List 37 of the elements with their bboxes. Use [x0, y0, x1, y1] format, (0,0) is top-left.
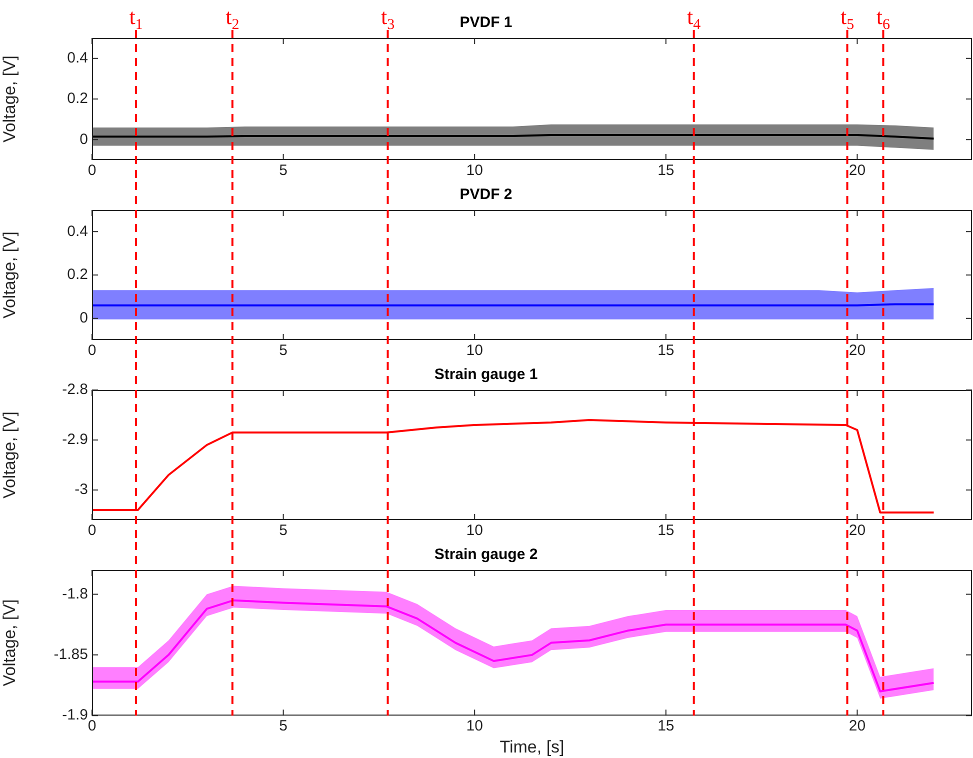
x-tick-label: 20 — [848, 162, 866, 180]
x-tick-label: 20 — [848, 718, 866, 735]
x-tick-label: 15 — [658, 522, 674, 540]
x-tick-label: 5 — [279, 718, 288, 735]
x-tick-label: 10 — [466, 522, 483, 540]
y-tick-label: -2.8 — [62, 381, 88, 398]
x-tick-label: 10 — [466, 718, 483, 735]
y-axis-title: Voltage, [V] — [0, 599, 19, 686]
x-tick-label: 20 — [848, 342, 866, 360]
y-tick-label: 0.2 — [67, 90, 88, 108]
y-axis-title: Voltage, [V] — [0, 232, 19, 318]
x-tick-label: 15 — [658, 342, 674, 360]
y-tick-label: -1.85 — [54, 646, 88, 664]
y-tick-label: 0.4 — [67, 49, 88, 66]
x-tick-label: 10 — [466, 162, 483, 180]
x-tick-label: 5 — [279, 342, 288, 360]
chart-title: PVDF 2 — [460, 186, 512, 204]
y-tick-label: -2.9 — [62, 431, 88, 448]
x-tick-label: 5 — [279, 162, 288, 180]
y-tick-label: 0 — [80, 309, 88, 326]
x-tick-label: 15 — [658, 162, 674, 180]
chart-title: PVDF 1 — [460, 14, 512, 32]
chart-title: Strain gauge 2 — [434, 546, 538, 564]
x-tick-label: 15 — [658, 718, 674, 735]
chart-title: Strain gauge 1 — [434, 366, 538, 384]
x-tick-label: 10 — [466, 342, 483, 360]
y-tick-label: -1.9 — [62, 706, 88, 724]
y-tick-label: 0.2 — [67, 266, 88, 284]
y-tick-label: -3 — [74, 481, 88, 498]
y-tick-label: -1.8 — [62, 585, 88, 602]
x-tick-label: 5 — [279, 522, 288, 540]
y-axis-title: Voltage, [V] — [0, 56, 19, 142]
y-axis-title: Voltage, [V] — [0, 412, 19, 498]
x-axis-title: Time, [s] — [500, 737, 564, 756]
y-tick-label: 0.4 — [67, 222, 88, 240]
x-tick-label: 20 — [848, 522, 866, 540]
y-tick-label: 0 — [80, 130, 88, 148]
